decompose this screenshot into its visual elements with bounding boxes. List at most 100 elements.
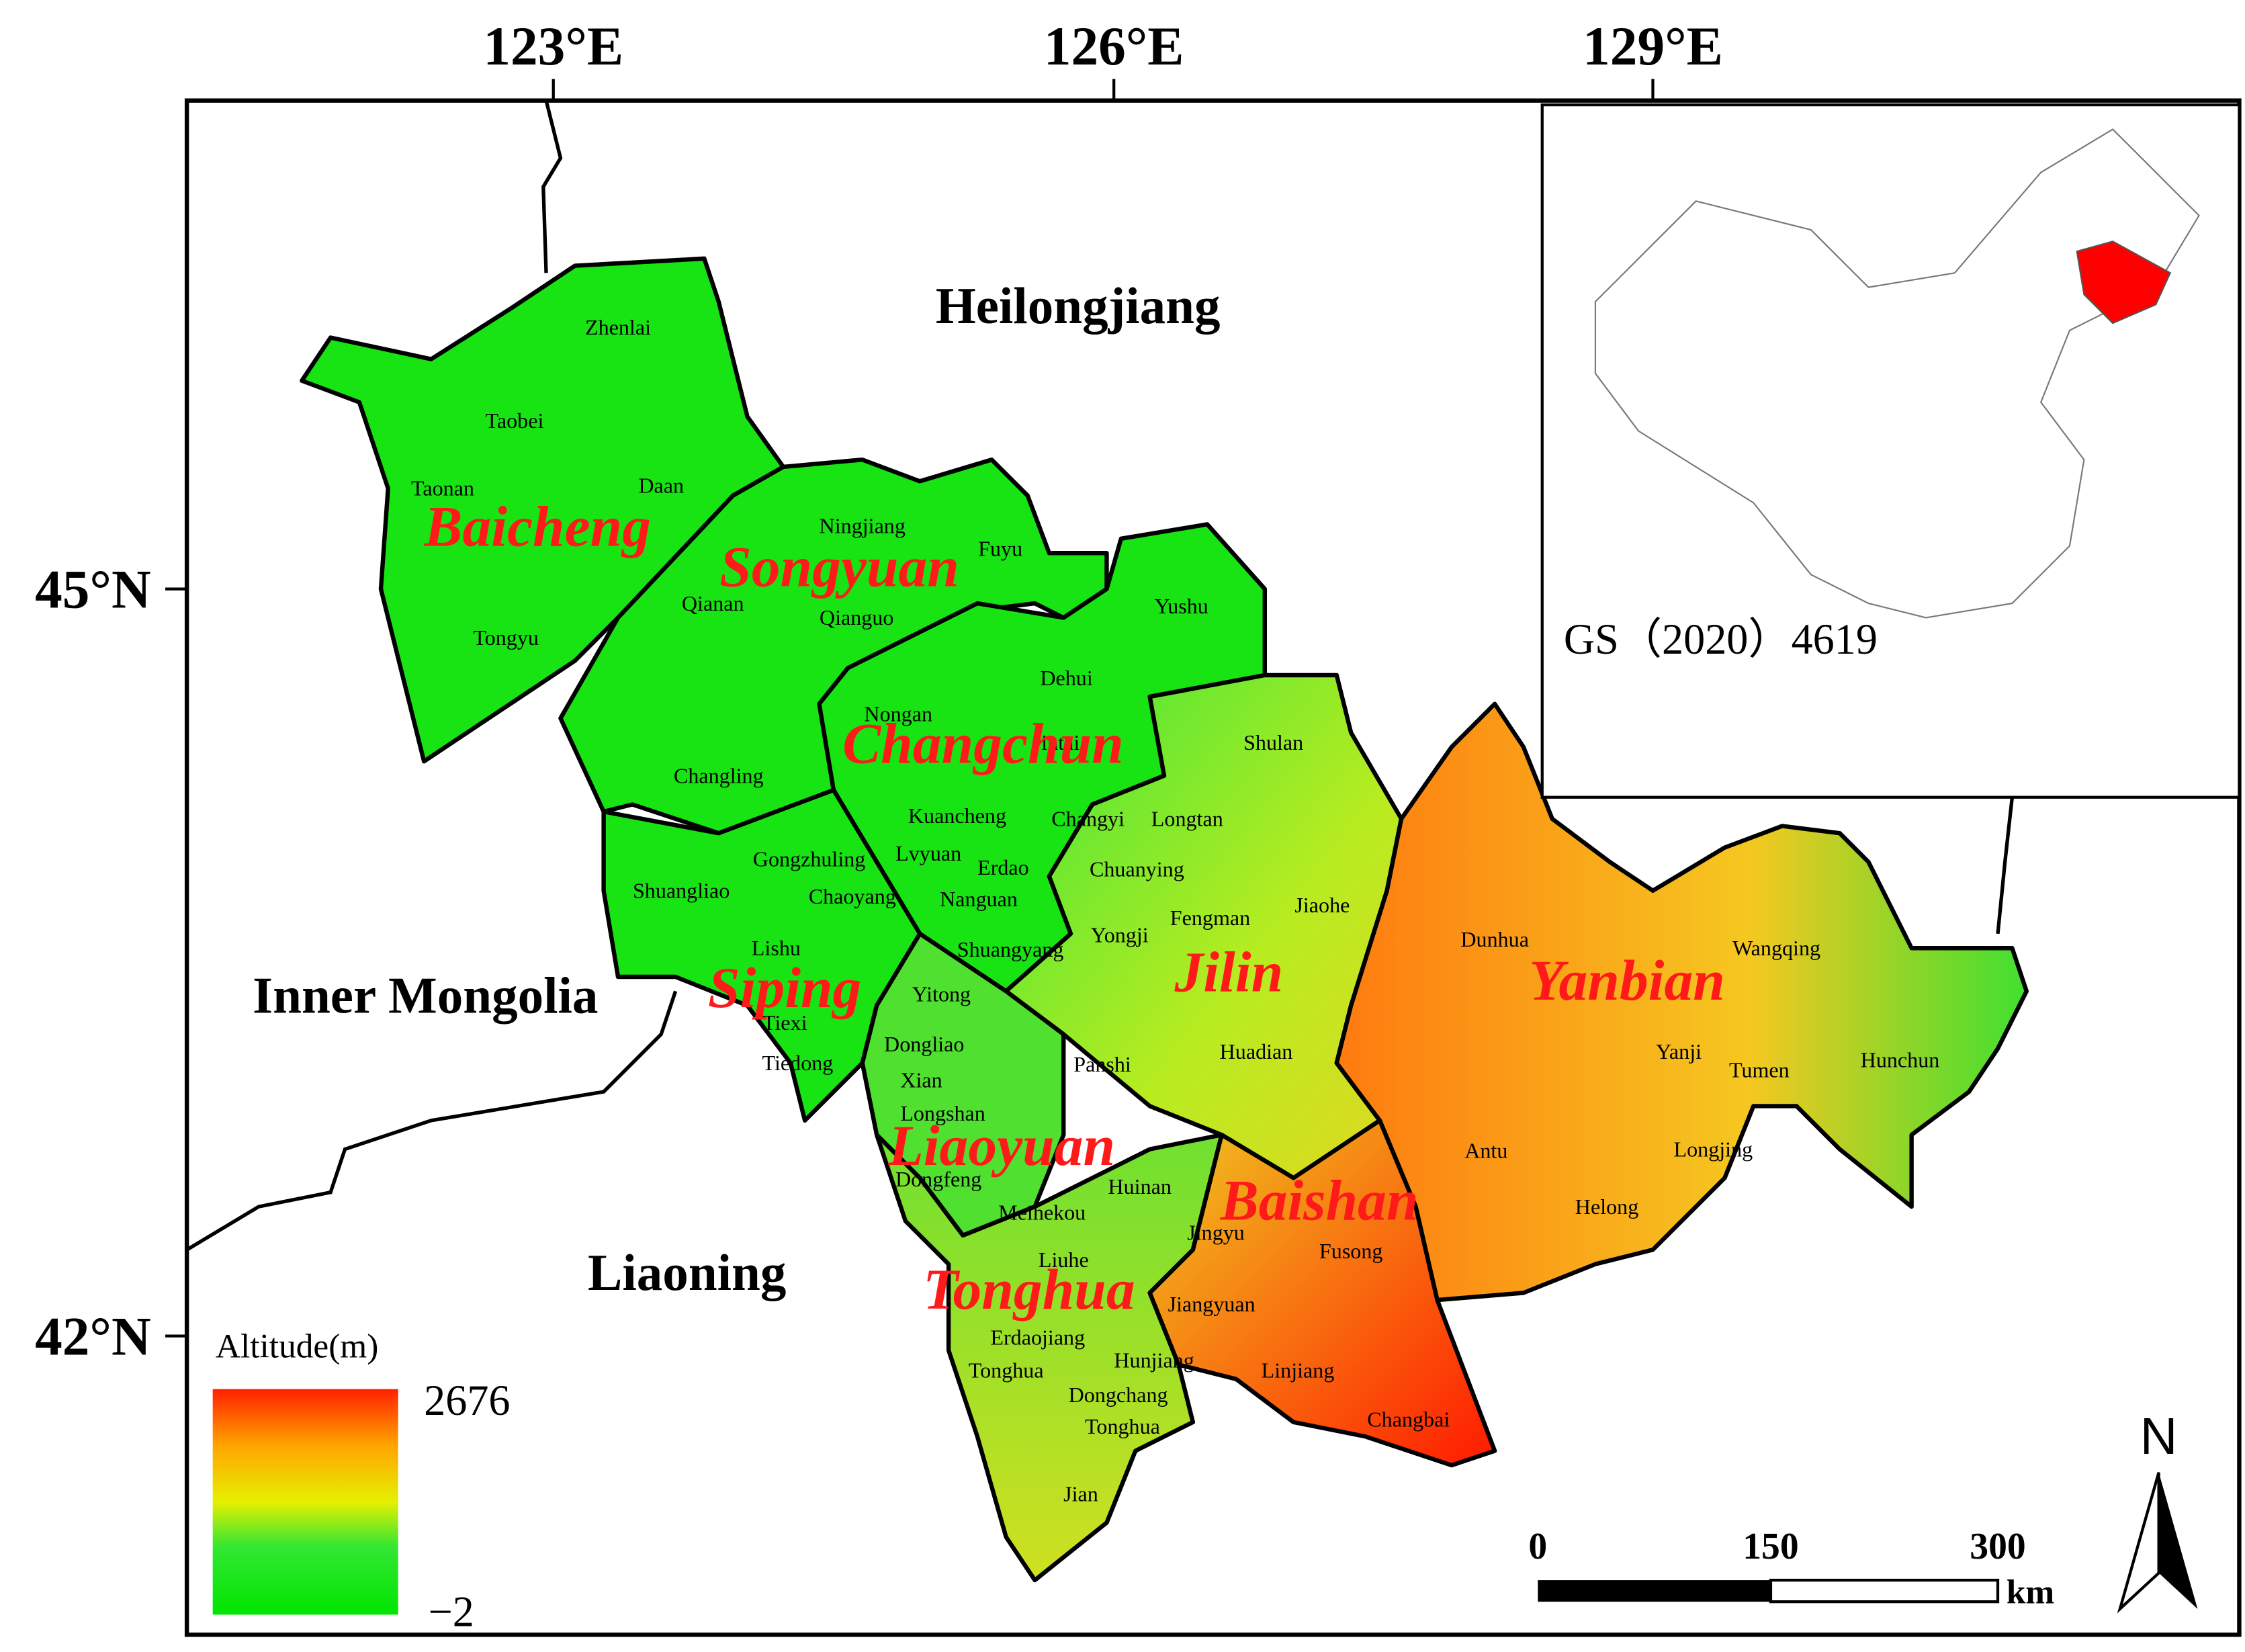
legend-title: Altitude(m) <box>216 1328 378 1366</box>
inset-frame <box>1540 103 2241 799</box>
county-label: Changling <box>674 763 764 787</box>
county-label: Kuancheng <box>908 803 1006 828</box>
county-label: Longtan <box>1151 807 1223 831</box>
prefecture-label: Liaoyuan <box>887 1114 1115 1178</box>
county-label: Tonghua <box>1085 1414 1160 1438</box>
scale-label: 150 <box>1743 1526 1798 1567</box>
county-label: Erdao <box>977 855 1029 879</box>
region <box>1334 701 2029 1303</box>
county-label: Yushu <box>1155 594 1208 618</box>
county-label: Fengman <box>1170 906 1250 930</box>
county-label: Tiedong <box>762 1051 834 1075</box>
county-label: Lvyuan <box>895 841 961 865</box>
lat-label: 42°N <box>35 1306 151 1366</box>
county-label: Fusong <box>1319 1239 1383 1263</box>
county-label: Taobei <box>486 408 544 433</box>
lat-label: 45°N <box>35 560 151 620</box>
county-label: Chuanying <box>1090 857 1184 881</box>
county-label: Lishu <box>752 936 801 960</box>
scale-unit: km <box>2007 1573 2054 1611</box>
county-label: Longshan <box>900 1101 985 1125</box>
county-label: Liuhe <box>1039 1248 1089 1272</box>
scale-segment <box>1538 1580 1771 1602</box>
north-label: N <box>2140 1407 2178 1465</box>
county-label: Panshi <box>1073 1052 1131 1076</box>
county-label: Nongan <box>864 701 932 726</box>
neighbor-label: Liaoning <box>588 1244 786 1301</box>
legend-min: −2 <box>429 1588 474 1636</box>
scale-label: 0 <box>1528 1526 1547 1567</box>
lon-label: 129°E <box>1583 16 1723 77</box>
county-label: Nanguan <box>940 887 1018 911</box>
county-label: Dongfeng <box>895 1167 981 1191</box>
prefecture-label: Baishan <box>1220 1168 1419 1232</box>
north-arrow: N <box>2117 1407 2198 1614</box>
inset: GS（2020）4619 <box>1540 103 2241 799</box>
prefecture-label: Yanbian <box>1529 949 1725 1012</box>
regions <box>300 256 2029 1583</box>
county-label: Hunchun <box>1861 1048 1940 1072</box>
china-outline <box>1594 128 2200 619</box>
county-label: Yongji <box>1091 923 1149 947</box>
region <box>874 1133 1224 1583</box>
county-label: Qianan <box>682 591 744 615</box>
county-label: Shuangyang <box>957 937 1064 961</box>
lon-label: 126°E <box>1044 16 1184 77</box>
scale-bar: 0 150 300 km <box>1528 1526 2054 1611</box>
legend-ramp <box>212 1389 398 1615</box>
scale-segment <box>1769 1578 2000 1604</box>
county-label: Erdaojiang <box>990 1325 1085 1349</box>
county-label: Jingyu <box>1187 1220 1245 1244</box>
region <box>601 787 922 1123</box>
county-label: Changbai <box>1367 1407 1450 1431</box>
county-label: Jiaohe <box>1294 893 1350 917</box>
county-label: Tonghua <box>969 1358 1044 1383</box>
county-label: Ningjiang <box>820 513 906 537</box>
county-label: Dunhua <box>1460 927 1529 951</box>
county-label: Wangqing <box>1732 936 1820 960</box>
province-borders <box>185 100 2015 1252</box>
county-label: Tongyu <box>473 625 539 650</box>
prefecture-label: Baicheng <box>423 495 651 559</box>
labels: 123°E 126°E 129°E 45°N 42°N Heilongjiang Inner… <box>35 16 1939 1506</box>
county-label: Yitong <box>912 982 971 1006</box>
county-label: Longjing <box>1674 1137 1753 1161</box>
arrow-half <box>2117 1472 2160 1614</box>
county-label: Fuyu <box>978 537 1022 561</box>
county-label: Hunjiang <box>1114 1348 1194 1373</box>
county-label: Tiexi <box>762 1010 807 1035</box>
county-label: Dongchang <box>1069 1383 1168 1407</box>
county-label: Jiutai <box>1033 730 1080 754</box>
county-label: Tumen <box>1729 1058 1790 1082</box>
county-label: Huinan <box>1108 1174 1171 1199</box>
jilin-highlight <box>2076 241 2172 324</box>
prefecture-label: Songyuan <box>719 535 959 599</box>
legend-max: 2676 <box>424 1377 510 1424</box>
county-label: Zhenlai <box>585 315 651 339</box>
county-label: Dongliao <box>884 1032 964 1056</box>
lon-label: 123°E <box>483 16 623 77</box>
prefecture-label: Tonghua <box>923 1258 1135 1321</box>
county-label: Meihekou <box>998 1200 1086 1224</box>
prefecture-label: Jilin <box>1174 940 1283 1004</box>
county-label: Xian <box>900 1068 942 1092</box>
county-label: Daan <box>638 473 684 497</box>
county-label: Jiangyuan <box>1168 1292 1256 1316</box>
county-label: Jian <box>1063 1481 1098 1506</box>
county-label: Huadian <box>1220 1039 1293 1063</box>
county-label: Yanji <box>1656 1039 1702 1063</box>
county-label: Helong <box>1575 1194 1638 1219</box>
neighbor-label: Heilongjiang <box>936 277 1221 335</box>
legend: Altitude(m) 2676 −2 <box>212 1328 511 1636</box>
county-label: Chaoyang <box>809 884 896 908</box>
county-label: Taonan <box>411 476 474 501</box>
scale-label: 300 <box>1970 1526 2025 1567</box>
county-label: Dehui <box>1040 666 1093 690</box>
arrow-half <box>2158 1472 2198 1609</box>
county-label: Gongzhuling <box>753 846 866 871</box>
prefecture-label: Changchun <box>842 711 1124 775</box>
prefecture-label: Siping <box>708 956 861 1020</box>
county-label: Qianguo <box>820 605 894 629</box>
